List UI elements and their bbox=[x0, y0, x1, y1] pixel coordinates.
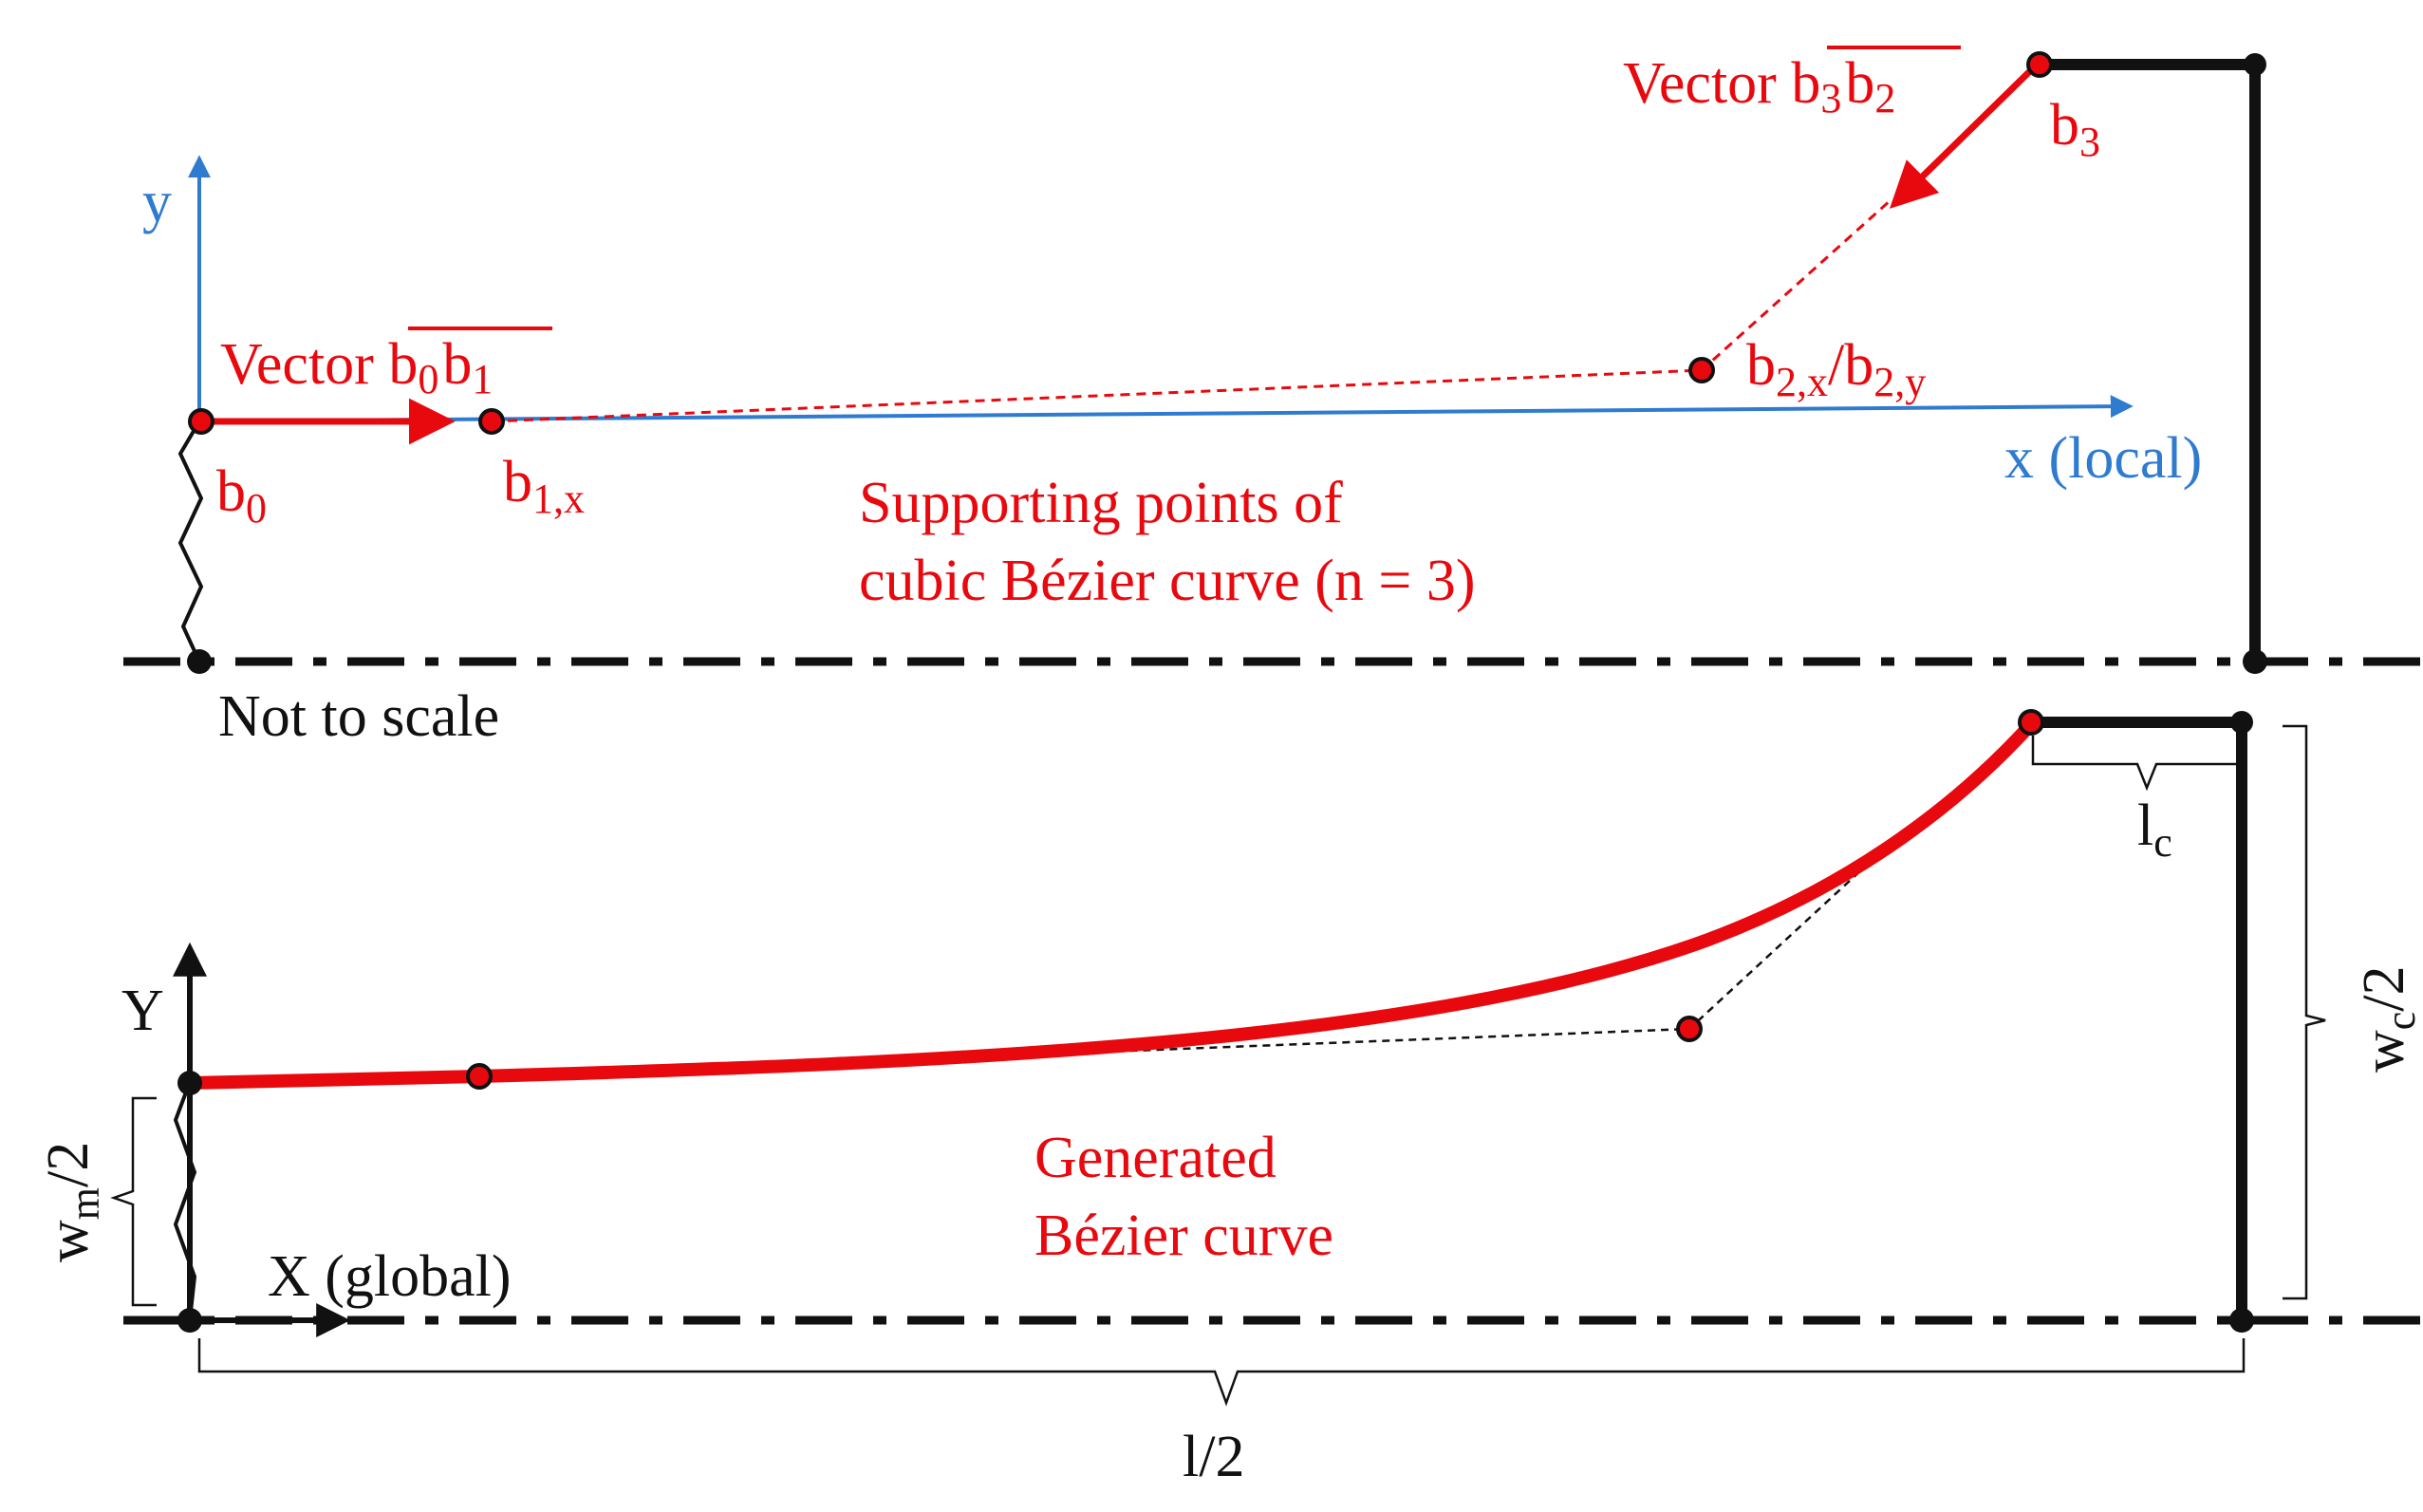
bottom-b3-marker bbox=[2018, 709, 2044, 736]
not-to-scale-note: Not to scale bbox=[218, 684, 499, 749]
bottom-corner-point bbox=[2230, 711, 2253, 734]
top-caption-line2: cubic Bézier curve (n = 3) bbox=[859, 549, 1476, 613]
dim-wc-bracket bbox=[2283, 724, 2326, 1300]
top-caption-line1: Supporting points of bbox=[859, 471, 1343, 535]
vector-b3b2-arrow bbox=[1889, 62, 2040, 209]
dim-wc-label: wc/2 bbox=[2352, 965, 2423, 1073]
dim-wm-label: wm/2 bbox=[36, 1142, 108, 1262]
top-break-line bbox=[177, 420, 204, 663]
global-x-label: X (global) bbox=[268, 1244, 512, 1309]
bottom-caption-line1: Generated bbox=[1034, 1126, 1277, 1190]
bottom-break-line bbox=[173, 1081, 197, 1321]
bottom-b0-marker bbox=[177, 1071, 202, 1095]
bottom-b2-marker bbox=[1676, 1016, 1703, 1042]
bottom-b1-marker bbox=[466, 1063, 493, 1090]
point-b2-label: b2,x/b2,y bbox=[1746, 333, 1926, 405]
bottom-end-point bbox=[2229, 1308, 2254, 1333]
local-x-axis bbox=[198, 395, 2134, 423]
point-b0-marker bbox=[188, 408, 214, 435]
point-b1x-label: b1,x bbox=[503, 450, 585, 522]
top-end-point bbox=[2243, 649, 2267, 674]
point-b1x-marker bbox=[478, 408, 505, 435]
dim-l-label: l/2 bbox=[1183, 1425, 1244, 1489]
point-b3-label: b3 bbox=[2050, 93, 2100, 165]
point-b0-label: b0 bbox=[216, 459, 267, 532]
bottom-origin-point bbox=[177, 1308, 202, 1333]
dim-lc-label: lc bbox=[2137, 793, 2172, 866]
top-control-polygon bbox=[491, 197, 1893, 423]
dim-l-bracket bbox=[197, 1338, 2246, 1407]
point-b3-marker bbox=[2026, 51, 2053, 78]
top-origin-point bbox=[187, 649, 212, 674]
vector-b3b2-label: Vector b3b2 bbox=[1623, 51, 1895, 121]
global-y-label: Y bbox=[121, 979, 164, 1043]
dim-lc-bracket bbox=[2031, 736, 2242, 792]
vector-b0b1-label: Vector b0b1 bbox=[220, 332, 493, 402]
local-y-label: y bbox=[142, 170, 172, 234]
top-corner-point bbox=[2244, 53, 2266, 76]
generated-bezier-curve bbox=[183, 718, 2038, 1090]
point-b2-marker bbox=[1688, 357, 1715, 383]
bottom-outline bbox=[2031, 717, 2247, 1320]
bottom-caption-line2: Bézier curve bbox=[1034, 1204, 1333, 1268]
local-x-label: x (local) bbox=[2004, 426, 2202, 491]
dim-wm-bracket bbox=[110, 1096, 157, 1307]
